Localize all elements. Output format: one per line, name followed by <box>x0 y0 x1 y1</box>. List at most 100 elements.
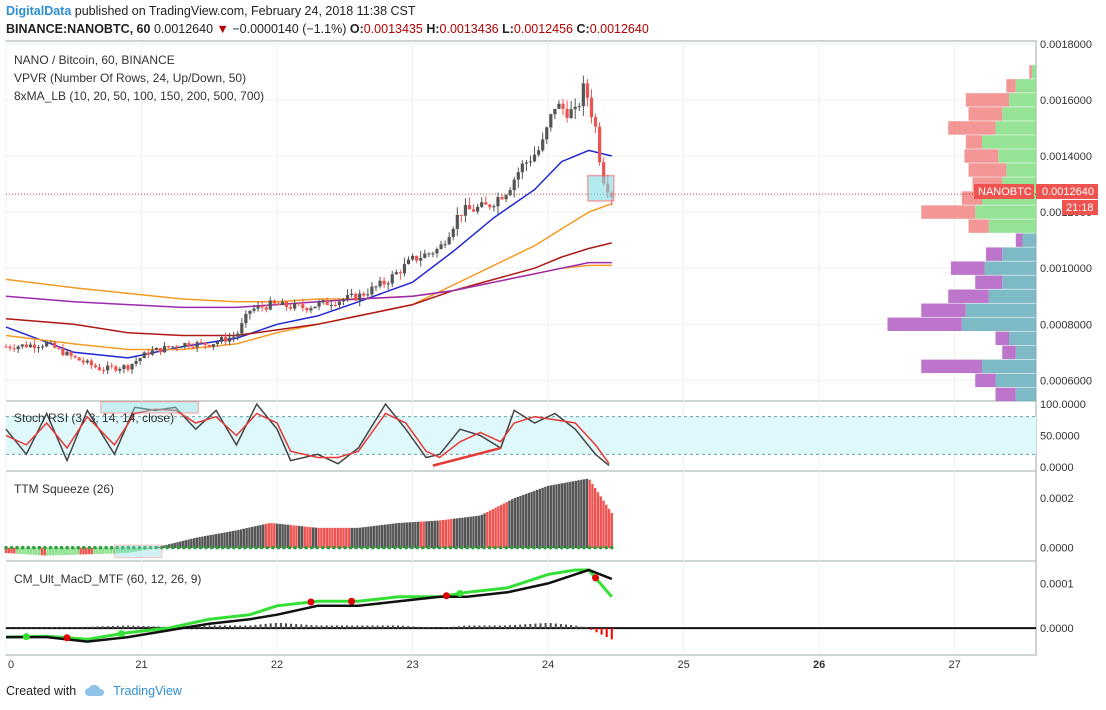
macd-histogram-bar <box>25 627 28 629</box>
ttm-bar <box>137 547 140 552</box>
x-tick-label: 24 <box>542 659 554 671</box>
y-tick-label: 0.0006000 <box>1040 375 1092 387</box>
ttm-bar <box>98 547 102 554</box>
macd-histogram-bar <box>66 627 69 629</box>
countdown-value: 21:18 <box>1066 202 1094 214</box>
ttm-bar <box>140 547 143 551</box>
ttm-bar <box>596 492 600 549</box>
ttm-bar <box>109 547 113 554</box>
candle-body <box>394 272 398 275</box>
ttm-bar <box>403 522 406 549</box>
ttm-bar <box>35 547 38 555</box>
ttm-squeeze-dot <box>393 545 397 550</box>
ttm-squeeze-dot <box>365 545 370 550</box>
macd-cross-down-dot <box>307 598 315 606</box>
ttm-bar <box>96 547 99 555</box>
ttm-squeeze-dot <box>498 545 503 550</box>
ttm-bar <box>303 526 306 549</box>
candle-body <box>167 345 171 348</box>
ttm-squeeze-dot <box>182 545 186 550</box>
ttm-bar <box>358 527 362 549</box>
ttm-bar <box>486 511 489 549</box>
vp-down-bar <box>921 205 976 219</box>
vp-down-bar <box>995 331 1009 346</box>
ttm-squeeze-dot <box>254 545 258 550</box>
ttm-squeeze-dot <box>9 545 14 550</box>
candle-body <box>77 357 81 361</box>
candle-body <box>40 346 45 348</box>
vp-up-bar <box>961 317 1036 332</box>
macd-histogram-bar <box>544 622 547 629</box>
ttm-bar <box>450 519 453 549</box>
moving-average-line <box>5 242 612 337</box>
symbol-price-tag <box>974 184 1034 199</box>
ttm-squeeze-dot <box>293 545 297 550</box>
macd-histogram-bar <box>473 625 476 629</box>
macd-histogram-bar <box>519 624 522 629</box>
candle-body <box>402 263 407 274</box>
ttm-squeeze-dot <box>98 545 103 550</box>
vp-down-bar <box>968 219 989 233</box>
candle-body <box>325 300 329 306</box>
ttm-bar <box>129 547 132 553</box>
ttm-bar <box>259 525 262 549</box>
ttm-squeeze-dot <box>332 545 336 550</box>
ttm-bar <box>535 489 539 549</box>
candle-body <box>423 253 427 258</box>
candle-body <box>512 179 516 191</box>
ttm-bar <box>314 527 318 549</box>
macd-histogram-bar <box>10 628 13 629</box>
candle-body <box>16 346 20 350</box>
macd-histogram-bar <box>132 625 135 629</box>
candle-body <box>158 348 163 353</box>
ttm-bar <box>173 542 176 549</box>
tradingview-link[interactable]: TradingView <box>113 684 182 698</box>
ttm-bar <box>181 540 185 549</box>
ttm-bar <box>356 527 359 549</box>
last-price: 0.0012640 <box>153 22 214 36</box>
candle-body <box>362 293 366 296</box>
ttm-bar <box>488 510 492 549</box>
macd-histogram-bar <box>284 623 287 629</box>
macd-histogram-bar <box>488 625 491 629</box>
candle-body <box>195 342 199 348</box>
candle-body <box>439 244 443 249</box>
ttm-bar <box>455 518 459 549</box>
ttm-bar <box>264 523 268 549</box>
ttm-bar <box>306 526 309 549</box>
ttm-bar <box>588 479 591 549</box>
macd-cross-up-dot <box>117 630 125 638</box>
candle-body <box>508 190 512 196</box>
ttm-squeeze-dot <box>532 545 536 550</box>
ttm-bar <box>502 503 506 549</box>
candle-body <box>97 367 102 371</box>
moving-average-line <box>5 149 612 359</box>
macd-histogram-bar <box>340 625 343 629</box>
ttm-squeeze-dot <box>48 545 53 550</box>
macd-histogram-bar <box>127 625 130 629</box>
candle-body <box>130 363 134 370</box>
ttm-squeeze-dot <box>126 545 131 550</box>
macd-histogram-bar <box>356 625 359 629</box>
macd-histogram-bar <box>402 625 405 629</box>
author-link[interactable]: DigitalData <box>6 4 72 18</box>
ttm-squeeze-dot <box>521 545 525 550</box>
ttm-bar <box>441 520 445 549</box>
candle-body <box>12 348 16 350</box>
ttm-bar <box>411 522 414 549</box>
ttm-bar <box>519 495 522 549</box>
ttm-bar <box>311 527 315 549</box>
candle-body <box>228 337 232 342</box>
ttm-squeeze-dot <box>582 545 586 550</box>
ttm-bar <box>4 547 8 554</box>
candle-body <box>488 204 492 208</box>
macd-histogram-bar <box>279 623 282 629</box>
candle-body <box>211 344 215 347</box>
vp-up-bar <box>1022 233 1036 247</box>
ttm-bar <box>375 525 378 549</box>
chart-area[interactable]: 0 21 22 23 24 25 26 27 0.0006000 0.0008000 0.00100… <box>0 40 1106 680</box>
ttm-squeeze-dot <box>382 545 386 550</box>
ttm-squeeze-dot <box>554 545 559 550</box>
ttm-bar <box>298 525 301 549</box>
candle-body <box>24 344 28 348</box>
